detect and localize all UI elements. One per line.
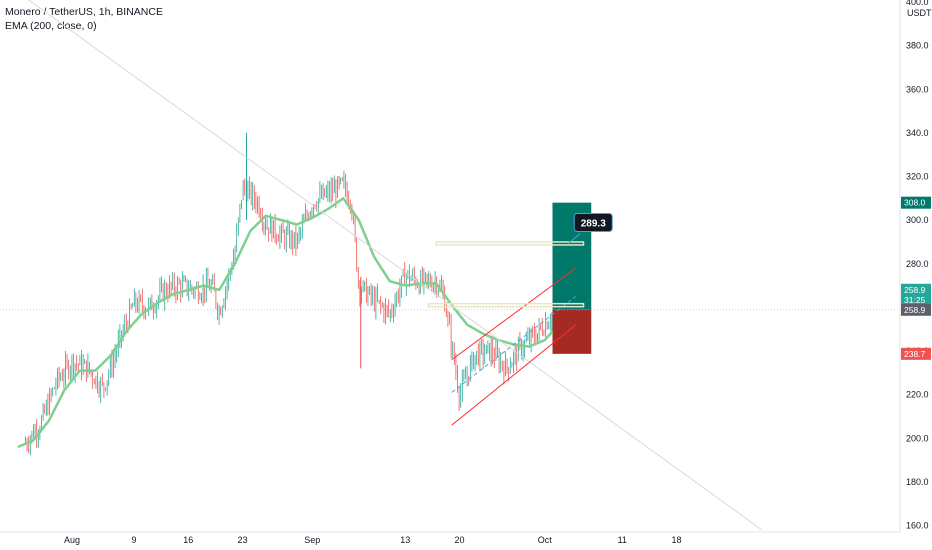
indicator-title[interactable]: EMA (200, close, 0) [5, 20, 97, 32]
candles [25, 132, 553, 456]
time-tick-label: 18 [671, 535, 681, 545]
price-tick-label: 400.0 [906, 0, 929, 7]
chart-legend: Monero / TetherUS, 1h, BINANCE EMA (200,… [5, 5, 163, 33]
price-tick-label: 380.0 [906, 41, 929, 51]
price-tick-label: 160.0 [906, 521, 929, 531]
price-tick-label: 340.0 [906, 128, 929, 138]
channel-upper-line[interactable] [451, 267, 577, 361]
plot-area[interactable]: 289.3 [0, 0, 900, 531]
callout-box[interactable] [573, 212, 613, 232]
ema-line[interactable] [17, 197, 554, 449]
symbol-title[interactable]: Monero / TetherUS, 1h, BINANCE [5, 6, 163, 18]
price-tick-label: 280.0 [906, 259, 929, 269]
callout-pointer [567, 233, 581, 244]
stop-price-tag [901, 347, 931, 360]
time-axis[interactable]: Aug 9 16 23 Sep 13 20 Oct 11 18 [0, 531, 900, 545]
channel-lower-line[interactable] [451, 324, 577, 426]
descending-trendline[interactable] [26, 0, 763, 531]
last-price-tag [901, 303, 931, 316]
time-tick-label: Sep [304, 535, 320, 545]
currency-label: USDT [907, 8, 932, 18]
horizontal-level[interactable] [435, 241, 585, 246]
target-price-tag-text: 308.0 [904, 198, 926, 208]
price-tick-label: 200.0 [906, 433, 929, 443]
last-price-tag-text: 258.9 [904, 305, 926, 315]
time-tick-label: 9 [131, 535, 136, 545]
stop-zone[interactable] [552, 309, 592, 354]
price-tick-label: 220.0 [906, 390, 929, 400]
time-tick-label: 13 [400, 535, 410, 545]
time-tick-label: 23 [237, 535, 247, 545]
price-axis[interactable]: 160.0180.0200.0220.0240.0260.0280.0300.0… [899, 0, 932, 532]
time-tick-label: 20 [454, 535, 464, 545]
price-tick-label: 180.0 [906, 477, 929, 487]
current-price-tag [901, 283, 931, 306]
time-tick-label: 11 [618, 535, 627, 545]
current-price-tag-text: 31:25 [904, 295, 926, 305]
price-tick-label: 360.0 [906, 84, 929, 94]
current-price-tag-text: 258.9 [904, 285, 926, 295]
stop-price-tag-text: 238.7 [904, 349, 926, 359]
time-tick-label: Oct [538, 535, 553, 545]
horizontal-level[interactable] [427, 302, 585, 308]
price-tick-label: 300.0 [906, 215, 929, 225]
time-tick-label: Aug [64, 535, 80, 545]
price-tick-label: 320.0 [906, 172, 929, 182]
channel-middle-line[interactable] [451, 296, 577, 393]
time-tick-label: 16 [183, 535, 193, 545]
target-price-tag [901, 196, 931, 209]
callout-label: 289.3 [581, 218, 606, 229]
